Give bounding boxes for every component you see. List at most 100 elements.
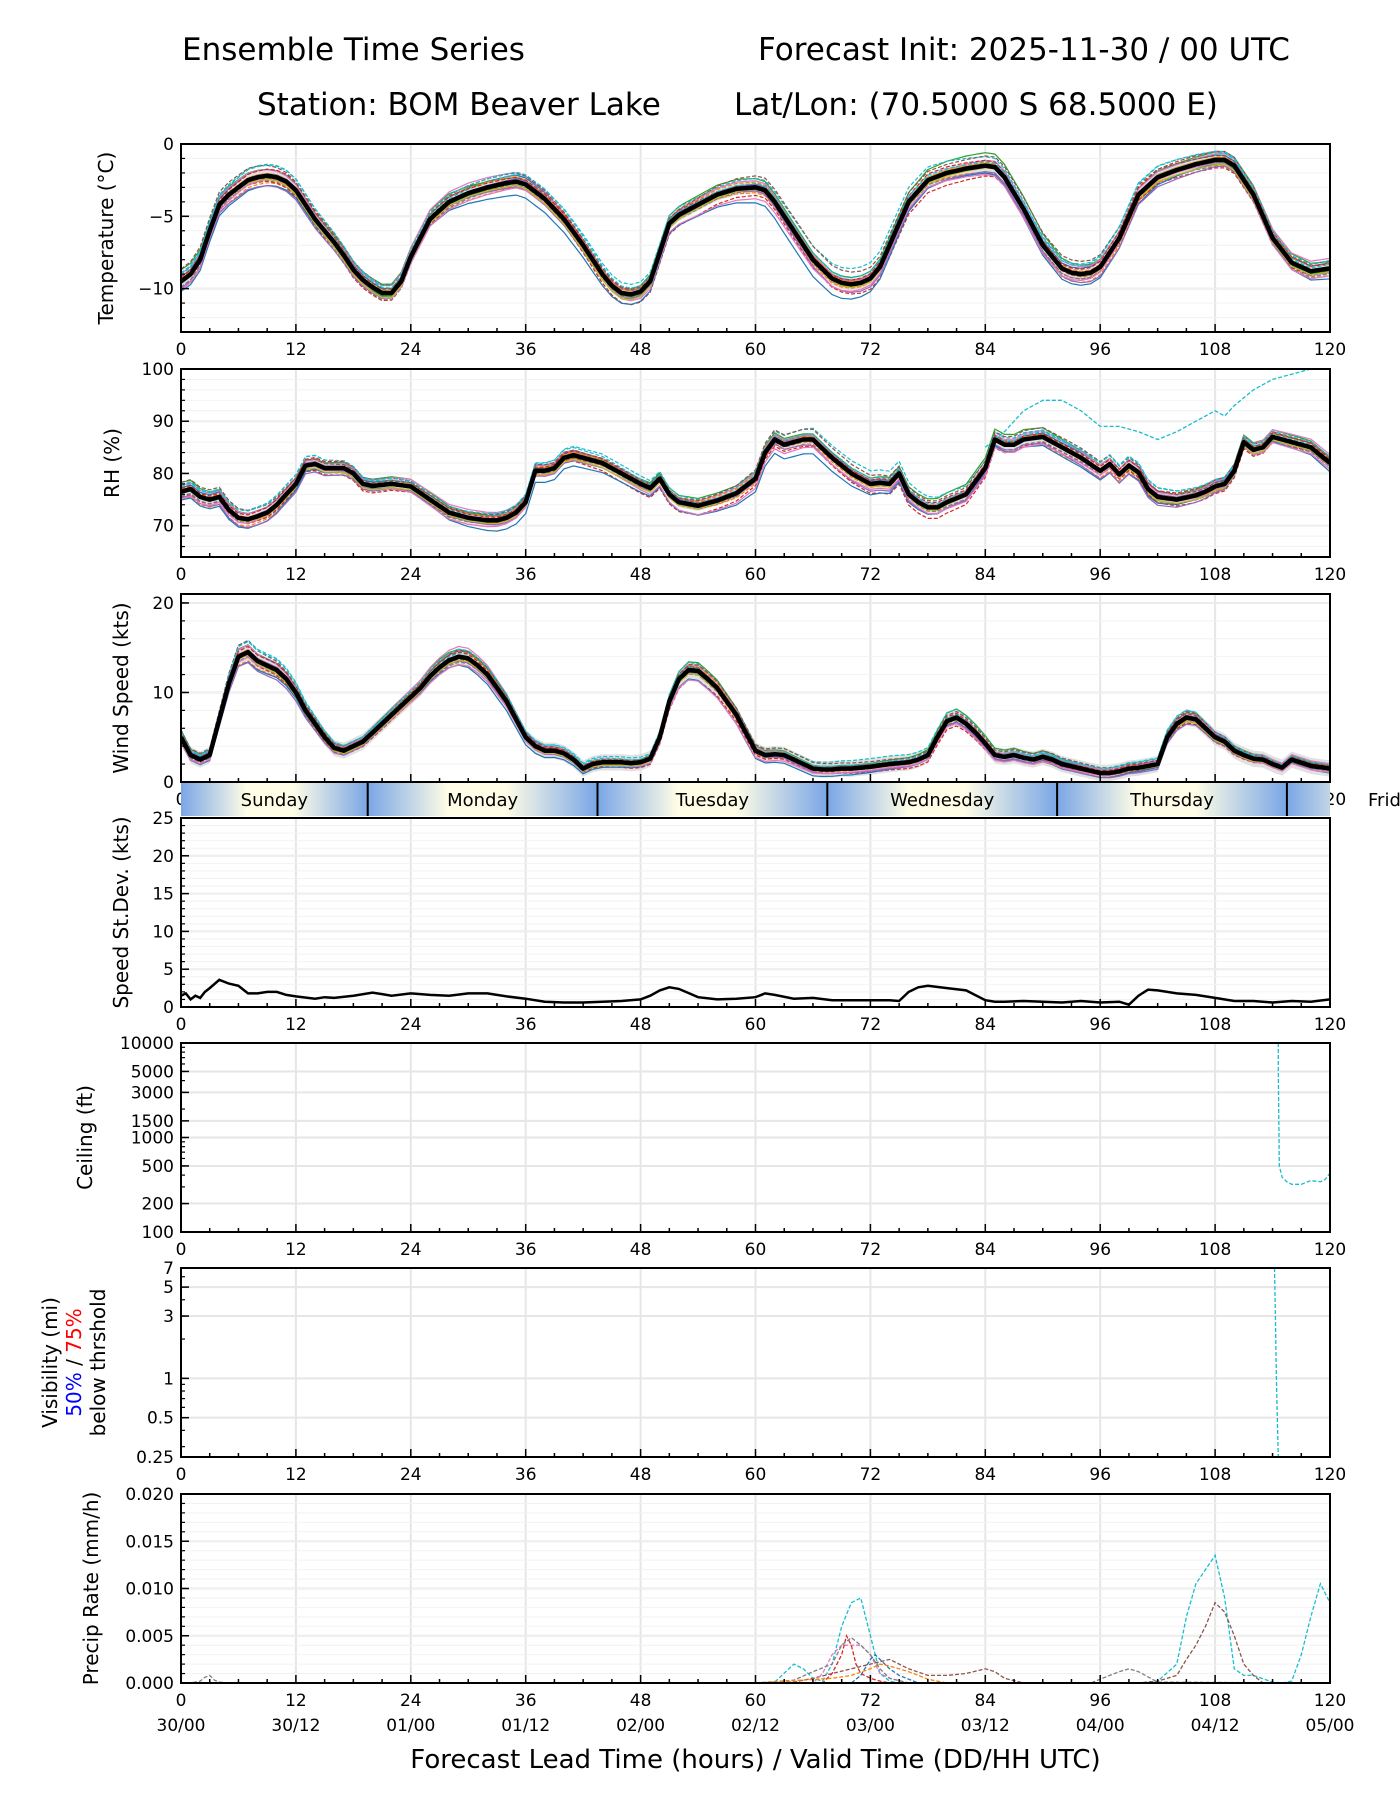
x-tick-label: 84 [974, 1691, 996, 1711]
x-tick-label: 120 [1314, 1691, 1346, 1711]
x-valid-time-label: 30/12 [271, 1716, 320, 1736]
x-tick-label: 36 [515, 1691, 537, 1711]
x-tick-label: 60 [745, 1240, 767, 1260]
y-tick-label: 25 [152, 809, 174, 829]
y-axis: 0.000 0.005 0.010 0.015 0.020 [125, 1485, 189, 1694]
x-tick-label: 36 [515, 1240, 537, 1260]
x-valid-time-label: 30/00 [157, 1716, 206, 1736]
x-tick-label: 24 [400, 1465, 422, 1485]
x-valid-time-label: 04/12 [1191, 1716, 1240, 1736]
series-member-cyan [1277, 1043, 1330, 1185]
day-label: Wednesday [890, 790, 995, 811]
panel-ceiling: 0 12 24 36 48 60 72 84 96 108 120 100 200 500 10001500… [73, 1034, 1346, 1260]
ensemble-member-line [181, 150, 1330, 289]
x-tick-label: 96 [1089, 565, 1111, 585]
series-stdev [181, 978, 1330, 1007]
y-tick-label: 7 [163, 1259, 174, 1279]
day-segment [1286, 783, 1330, 816]
x-axis: 0 12 24 36 48 60 72 84 96 108 120 [176, 999, 1346, 1035]
x-tick-label: 36 [515, 1465, 537, 1485]
y-tick-label: 5000 [131, 1062, 174, 1082]
x-tick-label: 48 [630, 340, 652, 360]
y-tick-label: 5 [163, 1278, 174, 1298]
x-tick-label: 24 [400, 340, 422, 360]
x-tick-label: 72 [860, 1691, 882, 1711]
x-tick-label: 120 [1314, 1015, 1346, 1035]
x-tick-label: 60 [745, 1691, 767, 1711]
y-axis-label: Visibility (mi) [38, 1297, 62, 1428]
x-tick-label: 72 [860, 565, 882, 585]
x-tick-label: 108 [1199, 1240, 1231, 1260]
series-member-cyan [1273, 1268, 1279, 1457]
y-axis-label: RH (%) [100, 428, 124, 498]
y-tick-label: 70 [152, 517, 174, 537]
x-tick-label: 84 [974, 340, 996, 360]
x-tick-label: 12 [285, 1465, 307, 1485]
label-75-percent: 75% [62, 1308, 86, 1352]
y-axis-label-threshold: 50% / 75% [62, 1308, 86, 1416]
ensemble-member-outlier [984, 369, 1330, 448]
ensemble-member-line [181, 441, 1330, 525]
day-label: Monday [447, 790, 518, 811]
x-tick-label: 108 [1199, 340, 1231, 360]
panel-speed_stdev: 0 12 24 36 48 60 72 84 96 108 120 0 5 10 15 20 25 Speed S… [109, 809, 1346, 1035]
y-tick-label: 0.015 [125, 1532, 174, 1552]
x-tick-label: 72 [860, 340, 882, 360]
x-tick-label: 84 [974, 1465, 996, 1485]
y-axis: 70 80 90 100 [142, 360, 189, 558]
ensemble-mean-line [181, 157, 1330, 297]
x-axis: 0 12 24 36 48 60 72 84 96 108 120 [176, 1449, 1346, 1485]
plot-area [181, 150, 1330, 306]
y-tick-label: 100 [142, 360, 174, 380]
x-tick-label: 48 [630, 565, 652, 585]
y-tick-label: 0.020 [125, 1485, 174, 1505]
y-tick-label: 1500 [131, 1112, 174, 1132]
x-tick-label: 0 [176, 1465, 187, 1485]
x-tick-label: 48 [630, 1240, 652, 1260]
x-tick-label: 72 [860, 1465, 882, 1485]
x-tick-label: 36 [515, 1015, 537, 1035]
y-axis-label: Speed St.Dev. (kts) [109, 816, 133, 1008]
y-tick-label: 500 [142, 1157, 174, 1177]
x-tick-label: 24 [400, 1691, 422, 1711]
x-tick-label: 120 [1314, 1240, 1346, 1260]
x-tick-label: 96 [1089, 1691, 1111, 1711]
y-tick-label: 15 [152, 885, 174, 905]
x-valid-time-label: 05/00 [1306, 1716, 1355, 1736]
gridlines [180, 368, 1331, 558]
y-tick-label: 20 [152, 847, 174, 867]
plot-area [1277, 1043, 1330, 1185]
x-valid-time-label: 04/00 [1076, 1716, 1125, 1736]
x-tick-label: 12 [285, 1015, 307, 1035]
day-bar-segments [181, 783, 1330, 816]
x-tick-label: 108 [1199, 1015, 1231, 1035]
x-tick-label: 60 [745, 565, 767, 585]
y-tick-label: 1 [163, 1369, 174, 1389]
x-tick-label: 24 [400, 565, 422, 585]
y-tick-label: 0.25 [136, 1448, 174, 1468]
y-tick-label: 1000 [131, 1129, 174, 1149]
x-tick-label: 48 [630, 1465, 652, 1485]
x-tick-label: 60 [745, 1015, 767, 1035]
spread-band [181, 153, 1330, 301]
y-tick-label: 10000 [120, 1034, 174, 1054]
y-tick-label: 0 [163, 135, 174, 155]
x-valid-time-label: 01/00 [386, 1716, 435, 1736]
plot-area [1273, 1268, 1279, 1457]
ensemble-mean-line [181, 649, 1330, 776]
y-tick-label: 200 [142, 1195, 174, 1215]
y-tick-label: 10 [152, 922, 174, 942]
y-axis: 0 10 20 [152, 594, 189, 793]
x-tick-label: 72 [860, 1240, 882, 1260]
y-axis-label: Temperature (°C) [94, 152, 118, 326]
x-tick-label: 48 [630, 1691, 652, 1711]
ensemble-member-line [181, 165, 1330, 300]
ensemble-member-line [181, 656, 1330, 776]
y-tick-label: 3000 [131, 1083, 174, 1103]
x-axis: 0 12 24 36 48 60 72 84 96 108 120 [176, 324, 1346, 360]
day-label: Tuesday [675, 790, 750, 811]
title-station: Station: BOM Beaver Lake [257, 87, 661, 123]
y-tick-label: 5 [163, 960, 174, 980]
x-tick-label: 96 [1089, 340, 1111, 360]
x-valid-time-label: 03/00 [846, 1716, 895, 1736]
